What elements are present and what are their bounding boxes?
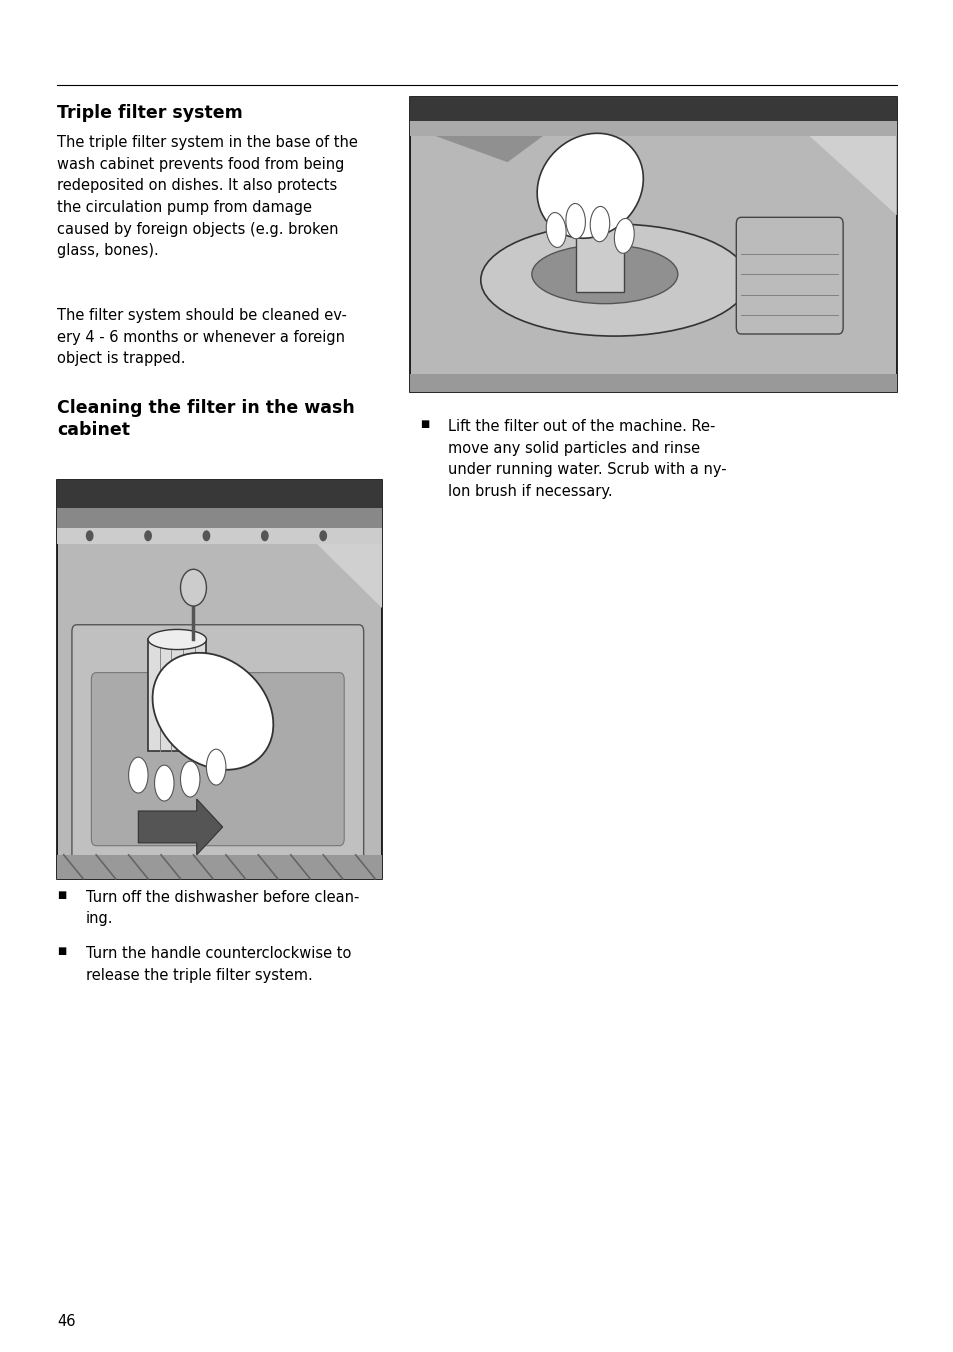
Circle shape <box>202 530 210 541</box>
Text: Turn the handle counterclockwise to
release the triple filter system.: Turn the handle counterclockwise to rele… <box>86 946 351 983</box>
Text: Turn off the dishwasher before clean-
ing.: Turn off the dishwasher before clean- in… <box>86 890 359 926</box>
Text: 46: 46 <box>57 1314 75 1329</box>
Bar <box>410 120 896 135</box>
Circle shape <box>144 530 152 541</box>
Text: The triple filter system in the base of the
wash cabinet prevents food from bein: The triple filter system in the base of … <box>57 135 357 258</box>
Ellipse shape <box>180 761 200 798</box>
Bar <box>410 97 896 120</box>
Text: Triple filter system: Triple filter system <box>57 104 243 122</box>
Ellipse shape <box>537 134 642 238</box>
FancyBboxPatch shape <box>71 625 363 861</box>
Ellipse shape <box>531 245 677 304</box>
Polygon shape <box>760 97 896 215</box>
FancyBboxPatch shape <box>91 672 344 846</box>
Ellipse shape <box>129 757 148 794</box>
FancyBboxPatch shape <box>736 218 842 334</box>
Text: ■: ■ <box>57 890 67 899</box>
Ellipse shape <box>154 765 173 800</box>
Bar <box>410 97 896 392</box>
Ellipse shape <box>590 207 609 242</box>
Circle shape <box>261 530 269 541</box>
Ellipse shape <box>480 224 747 337</box>
Bar <box>57 480 381 879</box>
Bar <box>410 375 896 392</box>
Text: ■: ■ <box>419 419 429 429</box>
Ellipse shape <box>546 212 565 247</box>
Ellipse shape <box>148 630 206 649</box>
Ellipse shape <box>614 219 634 253</box>
Ellipse shape <box>206 749 226 786</box>
Bar <box>148 639 206 752</box>
Bar <box>57 480 381 508</box>
Polygon shape <box>252 480 381 607</box>
Circle shape <box>319 530 327 541</box>
Circle shape <box>180 569 206 606</box>
Polygon shape <box>138 799 222 854</box>
Bar <box>57 508 381 527</box>
Text: Cleaning the filter in the wash
cabinet: Cleaning the filter in the wash cabinet <box>57 399 355 439</box>
Ellipse shape <box>565 203 585 239</box>
Circle shape <box>86 530 93 541</box>
Ellipse shape <box>575 200 623 218</box>
Polygon shape <box>410 97 595 162</box>
Bar <box>57 527 381 544</box>
Text: ■: ■ <box>57 946 67 956</box>
Bar <box>57 854 381 879</box>
Ellipse shape <box>152 653 274 769</box>
Text: The filter system should be cleaned ev-
ery 4 - 6 months or whenever a foreign
o: The filter system should be cleaned ev- … <box>57 308 347 366</box>
Bar <box>575 210 623 292</box>
Text: Lift the filter out of the machine. Re-
move any solid particles and rinse
under: Lift the filter out of the machine. Re- … <box>448 419 726 499</box>
